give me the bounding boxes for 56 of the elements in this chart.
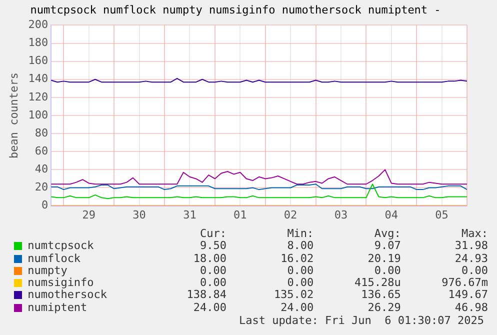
text: 16.02 (280, 252, 314, 265)
x-tick-label: 05 (435, 208, 448, 222)
y-tick-label: 100 (28, 108, 48, 122)
legend-label: numsiginfo (28, 276, 94, 290)
text: 18.00 (192, 252, 227, 265)
x-tick-label: 02 (284, 208, 298, 222)
x-tick-label: 30 (132, 208, 146, 222)
text: 149.67 (447, 288, 488, 302)
text: 24.00 (192, 300, 227, 314)
y-tick-label: 120 (28, 90, 48, 104)
text: 46.98 (454, 300, 488, 314)
x-tick-label: 29 (82, 208, 96, 222)
text: 0.00 (199, 276, 227, 290)
text: 8.00 (286, 239, 314, 253)
y-axis-title: bean counters (7, 72, 20, 159)
text: Last update: Fri Jun 6 01:30:07 2025 (238, 314, 484, 328)
legend-label: numtcpsock (28, 239, 95, 253)
text: 31.98 (454, 239, 488, 253)
y-tick-label: 40 (34, 162, 48, 176)
text: Cur: (199, 227, 227, 240)
text: 136.65 (360, 288, 401, 302)
text: 24.00 (280, 300, 314, 314)
text: 0.00 (460, 264, 488, 278)
y-tick-label: 0 (41, 198, 48, 212)
chart-title: numtcpsock numflock numpty numsiginfo numothersock numiptent - (30, 3, 441, 16)
text: 976.67m (440, 276, 488, 290)
y-tick-label: 80 (34, 126, 48, 140)
text: Min: (286, 227, 314, 240)
text: 0.00 (199, 264, 227, 278)
y-tick-label: 180 (28, 36, 48, 50)
text: 135.02 (272, 288, 314, 302)
legend-label: numflock (28, 252, 82, 265)
text: 415.28u (353, 276, 401, 290)
x-tick-label: 01 (234, 208, 247, 222)
legend-label: numpty (28, 264, 68, 278)
x-tick-label: 31 (183, 208, 196, 222)
y-tick-label: 200 (28, 18, 48, 32)
y-tick-label: 60 (34, 144, 48, 158)
legend-label: numothersock (28, 288, 108, 302)
text: 0.00 (373, 264, 401, 278)
text: 24.93 (454, 252, 488, 265)
x-tick-label: 04 (384, 208, 398, 222)
legend-label: numiptent (28, 300, 88, 314)
y-tick-label: 20 (34, 180, 48, 194)
text: 9.07 (373, 239, 401, 253)
text: 9.50 (199, 239, 227, 253)
text: 20.19 (366, 252, 401, 265)
text: 0.00 (286, 276, 314, 290)
text: 26.29 (366, 300, 401, 314)
text: 0.00 (286, 264, 314, 278)
y-tick-label: 140 (28, 72, 48, 86)
text: Avg: (373, 227, 401, 240)
text: 138.84 (186, 288, 227, 302)
text: Max: (460, 227, 488, 240)
y-tick-label: 160 (28, 54, 48, 68)
x-tick-label: 03 (334, 208, 348, 222)
